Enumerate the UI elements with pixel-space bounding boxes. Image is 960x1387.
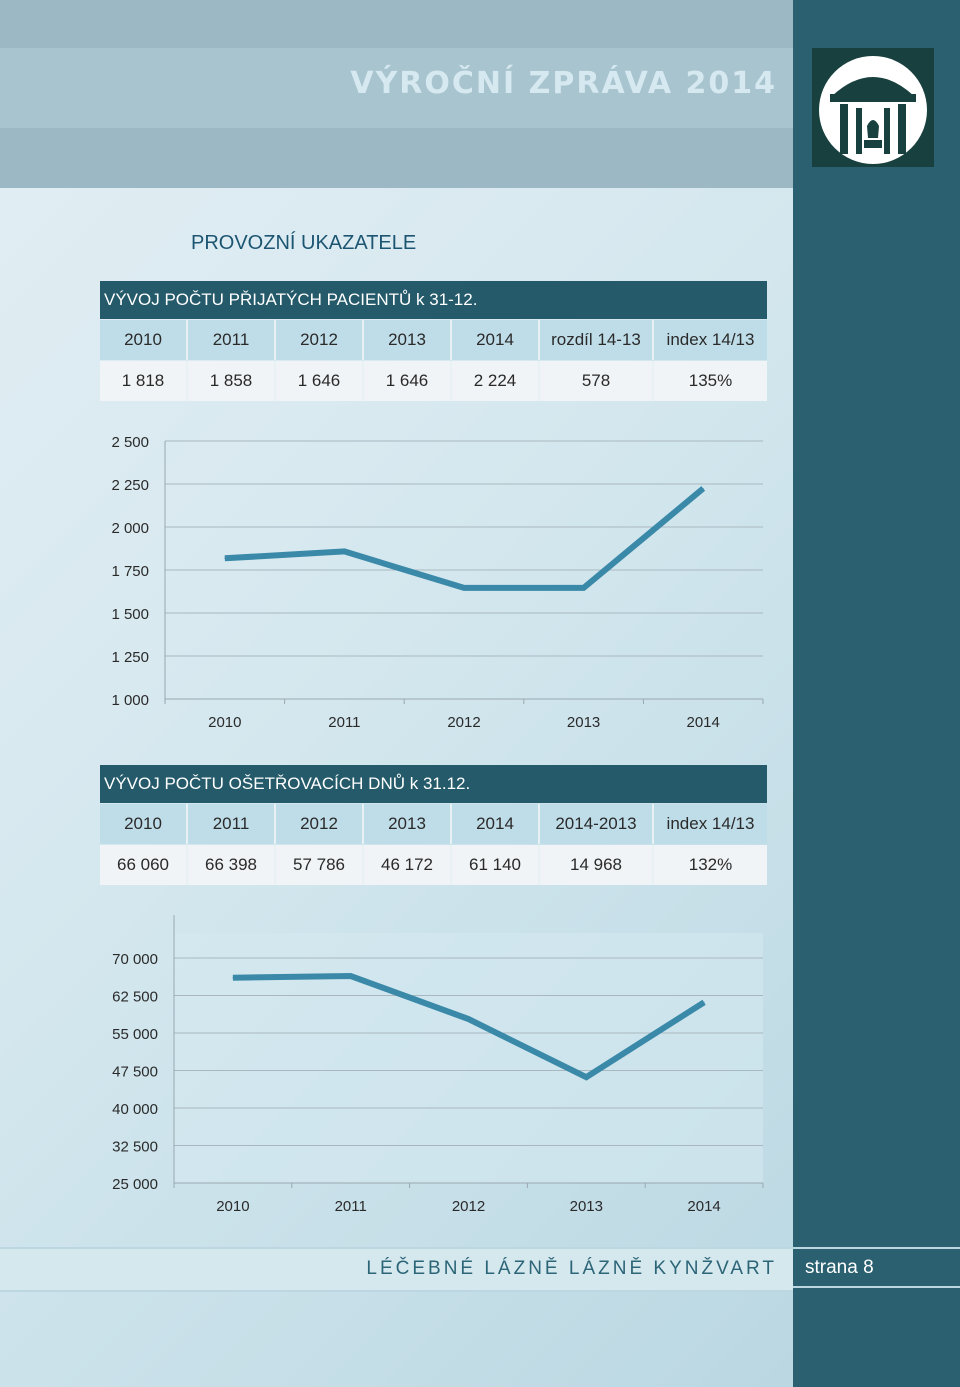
table1-value-cell: 1 858 [188, 361, 276, 401]
table1-header-cell: 2012 [276, 320, 364, 360]
table2-value-cell: 14 968 [540, 845, 654, 885]
header-band: VÝROČNÍ ZPRÁVA 2014 [0, 0, 793, 188]
x-tick-label: 2014 [687, 1198, 720, 1215]
y-tick-label: 1 750 [111, 563, 149, 580]
table2-value-cell: 57 786 [276, 845, 364, 885]
table1-header-cell: 2014 [452, 320, 540, 360]
y-tick-label: 2 500 [111, 434, 149, 451]
table1-header-row: 2010 2011 2012 2013 2014 rozdíl 14-13 in… [100, 320, 767, 360]
table1-value-row: 1 818 1 858 1 646 1 646 2 224 578 135% [100, 361, 767, 401]
table2-value-cell: 46 172 [364, 845, 452, 885]
patients-chart: 1 000 1 250 1 500 1 750 2 000 2 250 2 500 2010 2… [0, 420, 793, 750]
table1-value-cell: 1 646 [364, 361, 452, 401]
table1-header-cell: 2010 [100, 320, 188, 360]
data-point [703, 1001, 705, 1003]
footer-divider [793, 1247, 960, 1249]
page-number: strana 8 [805, 1257, 874, 1278]
x-tick-label: 2011 [328, 714, 360, 731]
y-tick-label: 2 000 [111, 520, 149, 537]
data-point [232, 977, 234, 979]
table1-value-cell: 135% [688, 371, 733, 390]
y-tick-label: 47 500 [112, 1064, 158, 1081]
x-tick-label: 2012 [452, 1198, 485, 1215]
data-point [343, 550, 345, 552]
x-tick-label: 2013 [570, 1198, 603, 1215]
table2-value-cell: 66 060 [100, 845, 188, 885]
side-bar [793, 0, 960, 1387]
table1-header-cell: 2013 [364, 320, 452, 360]
x-tick-label: 2012 [447, 714, 480, 731]
data-point [350, 975, 352, 977]
y-tick-label: 70 000 [112, 951, 158, 968]
data-point [702, 487, 704, 489]
footer-band: LÉČEBNÉ LÁZNĚ LÁZNĚ KYNŽVART [0, 1247, 793, 1292]
y-tick-label: 1 000 [111, 692, 149, 709]
table1-header-cell: index 14/13 [666, 330, 755, 349]
table1-value-cell: 578 [540, 361, 654, 401]
table2-header-cell: 2011 [188, 804, 276, 844]
table2-value-cell: 61 140 [452, 845, 540, 885]
data-point [224, 557, 226, 559]
table2-header-row: 2010 2011 2012 2013 2014 2014-2013 index… [100, 804, 767, 844]
section-title: PROVOZNÍ UKAZATELE [191, 232, 417, 254]
patients-line-chart: 1 000 1 250 1 500 1 750 2 000 2 250 2 500 2010 2… [111, 434, 764, 731]
data-point [583, 587, 585, 589]
y-tick-label: 1 500 [111, 606, 149, 623]
x-tick-label: 2010 [208, 714, 241, 731]
table1-value-cell: 2 224 [452, 361, 540, 401]
y-tick-label: 2 250 [111, 477, 149, 494]
x-tick-label: 2013 [567, 714, 600, 731]
table2-header-cell: 2014-2013 [540, 804, 654, 844]
table2-value-row: 66 060 66 398 57 786 46 172 61 140 14 96… [100, 845, 767, 885]
colonnade-logo-icon [812, 48, 934, 167]
table1-value-cell: 1 646 [276, 361, 364, 401]
data-point [463, 587, 465, 589]
footer-divider [793, 1286, 960, 1288]
data-point [585, 1076, 587, 1078]
table2-header-cell: index 14/13 [666, 814, 755, 833]
y-tick-label: 1 250 [111, 649, 149, 666]
treatment-days-chart: 25 000 32 500 40 000 47 500 55 000 62 500 70 0… [0, 905, 793, 1225]
report-title: VÝROČNÍ ZPRÁVA 2014 [350, 66, 777, 101]
x-tick-label: 2011 [335, 1198, 367, 1215]
y-tick-label: 62 500 [112, 989, 158, 1006]
table1-header-cell: rozdíl 14-13 [540, 320, 654, 360]
y-tick-label: 32 500 [112, 1139, 158, 1156]
title-band: VÝROČNÍ ZPRÁVA 2014 [0, 48, 793, 128]
data-series-line [224, 486, 706, 591]
footer-title: LÉČEBNÉ LÁZNĚ LÁZNĚ KYNŽVART [366, 1258, 777, 1279]
y-tick-label: 40 000 [112, 1101, 158, 1118]
table2-value-cell: 66 398 [188, 845, 276, 885]
table2-header-cell: 2014 [452, 804, 540, 844]
table2-header-cell: 2012 [276, 804, 364, 844]
table2-value-cell: 132% [688, 855, 733, 874]
table1-title: VÝVOJ POČTU PŘIJATÝCH PACIENTŮ k 31-12. [100, 281, 767, 319]
table1-header-cell: 2011 [188, 320, 276, 360]
y-tick-label: 25 000 [112, 1176, 158, 1193]
table1-value-cell: 1 818 [100, 361, 188, 401]
x-tick-label: 2010 [216, 1198, 249, 1215]
x-tick-label: 2014 [687, 714, 720, 731]
table2-header-cell: 2013 [364, 804, 452, 844]
data-point [468, 1018, 469, 1020]
treatment-days-line-chart: 25 000 32 500 40 000 47 500 55 000 62 500 70 0… [112, 915, 764, 1215]
table2-title: VÝVOJ POČTU OŠETŘOVACÍCH DNŮ k 31.12. [100, 765, 767, 803]
y-tick-label: 55 000 [112, 1026, 158, 1043]
table2-header-cell: 2010 [100, 804, 188, 844]
